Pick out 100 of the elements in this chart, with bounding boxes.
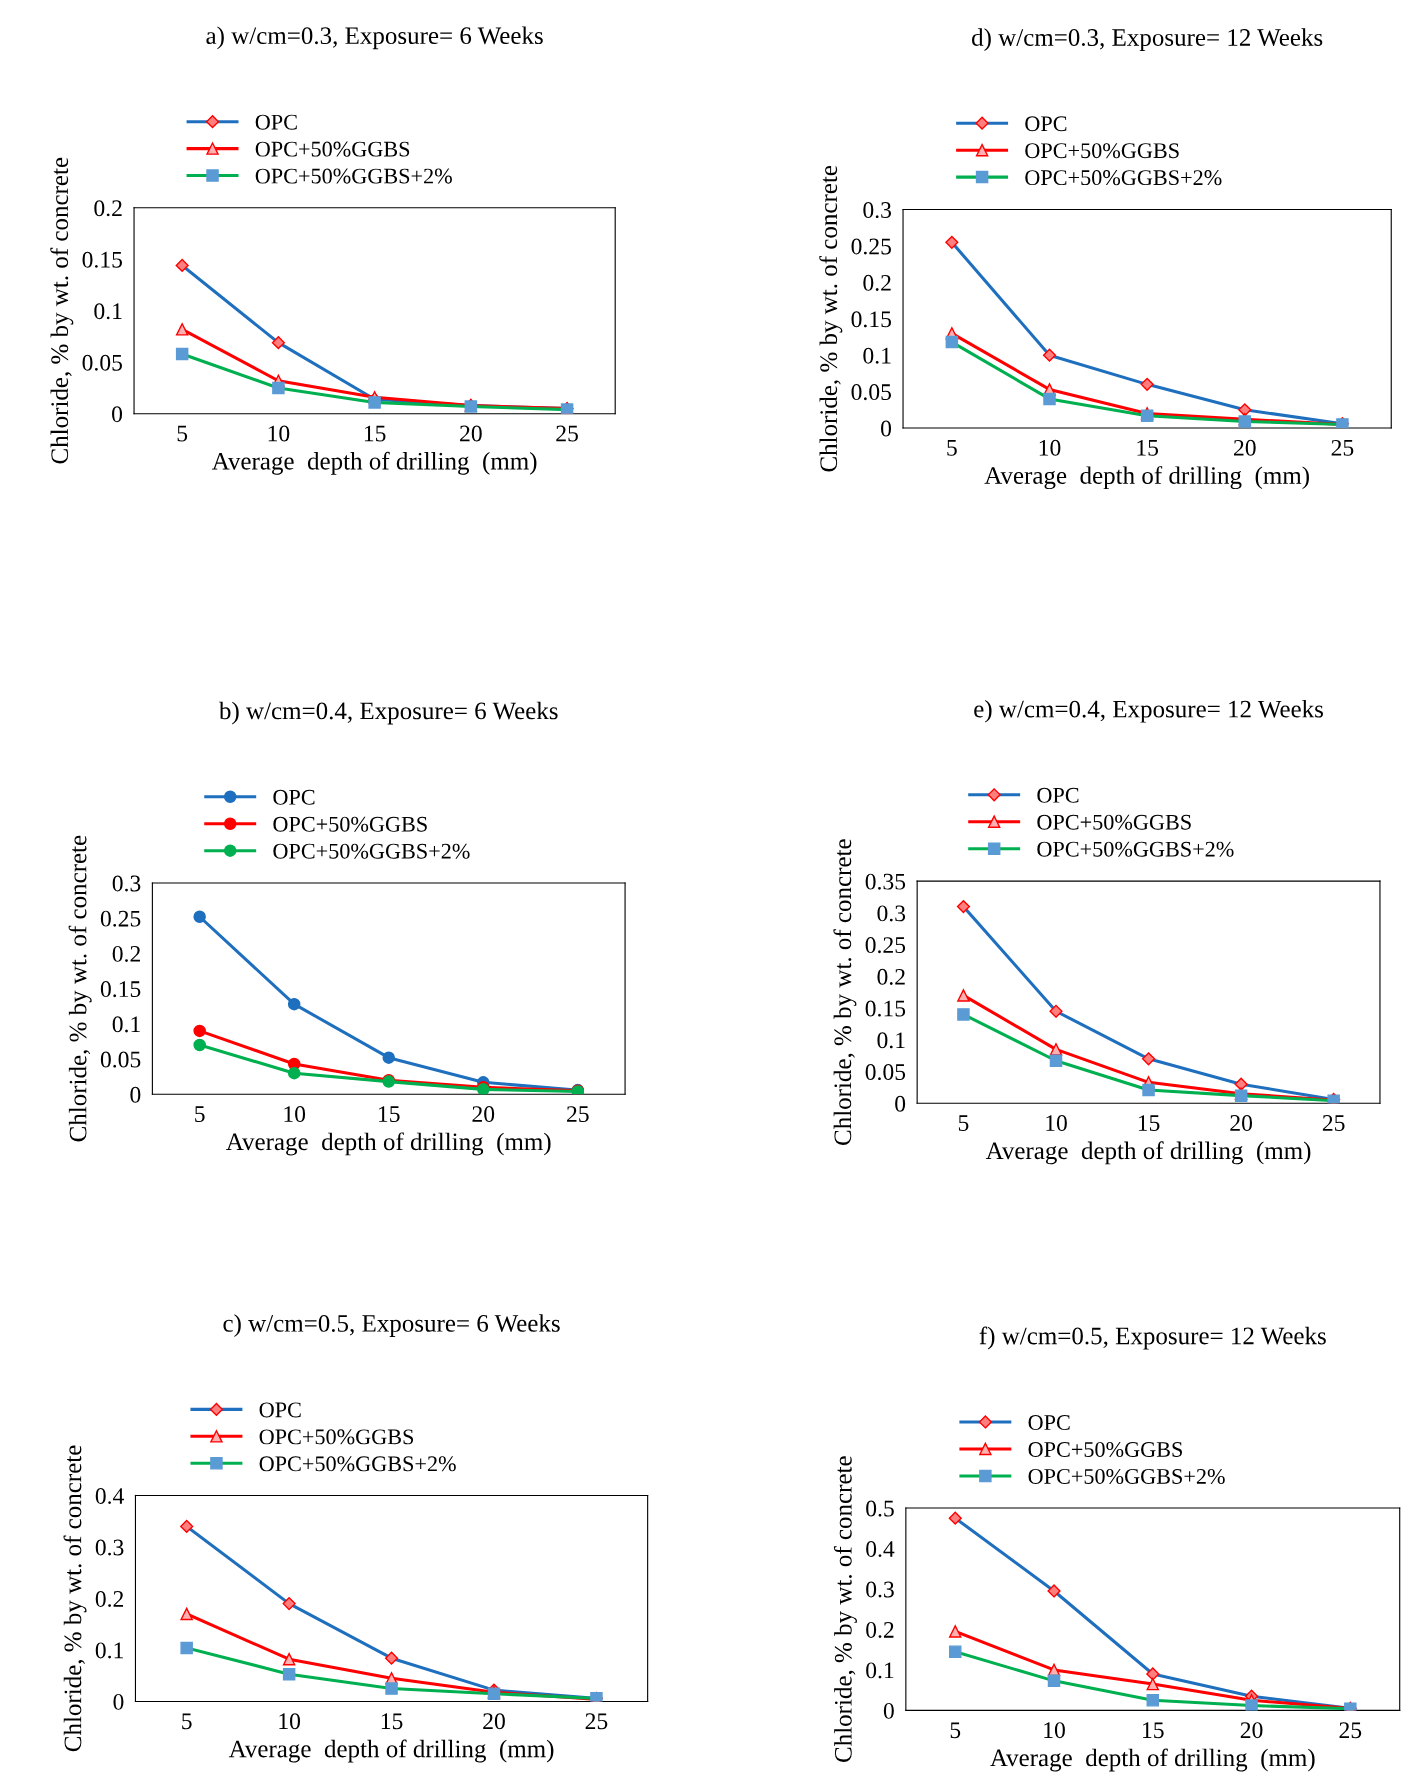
x-tick-label: 5 — [195, 1106, 205, 1123]
y-tick-label: 0.3 — [866, 1581, 894, 1598]
x-tick-label: 10 — [279, 1713, 301, 1730]
x-axis-title: Average depth of drilling (mm) — [211, 451, 537, 475]
x-tick-label: 20 — [483, 1713, 505, 1730]
y-tick-label: 0.2 — [94, 200, 122, 217]
x-tick-label: 10 — [268, 425, 290, 442]
x-axis-title: Average depth of drilling (mm) — [226, 1132, 551, 1156]
legend-label: OPC+50%GGBS+2% — [273, 843, 470, 859]
y-tick-label: 0.1 — [112, 1016, 140, 1033]
x-tick-label: 20 — [472, 1106, 495, 1123]
chart-title: c) w/cm=0.5, Exposure= 6 Weeks — [223, 1314, 560, 1337]
chart-title: a) w/cm=0.3, Exposure= 6 Weeks — [206, 26, 543, 50]
y-tick-label: 0.15 — [100, 981, 141, 998]
x-tick-label: 20 — [1234, 439, 1256, 456]
y-tick-label: 0.2 — [863, 274, 891, 291]
y-tick-label: 0.25 — [865, 937, 906, 954]
y-tick-label: 0 — [881, 420, 892, 437]
y-tick-label: 0.05 — [100, 1051, 141, 1068]
x-axis-title: Average depth of drilling (mm) — [985, 1141, 1311, 1165]
legend-label: OPC+50%GGBS+2% — [255, 168, 452, 184]
x-tick-label: 20 — [460, 425, 482, 442]
y-tick-label: 0.5 — [866, 1500, 894, 1517]
y-tick-label: 0.1 — [95, 1642, 123, 1659]
y-axis-title: Chloride, % by wt. of concrete — [63, 1445, 87, 1752]
y-tick-label: 0.25 — [100, 910, 141, 927]
x-tick-label: 5 — [958, 1115, 969, 1131]
legend-label: OPC+50%GGBS — [1028, 1441, 1182, 1458]
y-tick-label: 0.05 — [851, 384, 892, 401]
chart-title: f) w/cm=0.5, Exposure= 12 Weeks — [979, 1326, 1326, 1350]
y-tick-label: 0.25 — [851, 238, 892, 255]
y-tick-label: 0.4 — [866, 1540, 895, 1558]
legend-label: OPC+50%GGBS — [255, 141, 410, 157]
x-tick-label: 10 — [1039, 439, 1061, 456]
y-tick-label: 0.1 — [94, 303, 122, 320]
legend-label: OPC+50%GGBS+2% — [259, 1456, 456, 1472]
legend-label: OPC — [1028, 1415, 1070, 1430]
y-tick-label: 0.2 — [866, 1621, 894, 1638]
legend-label: OPC+50%GGBS+2% — [1025, 170, 1222, 186]
x-axis-title: Average depth of drilling (mm) — [990, 1748, 1315, 1772]
x-tick-label: 15 — [379, 1106, 400, 1123]
y-tick-label: 0.05 — [82, 354, 123, 371]
legend-label: OPC+50%GGBS — [1025, 143, 1179, 159]
y-tick-label: 0.3 — [863, 202, 892, 219]
y-tick-label: 0.15 — [82, 251, 123, 268]
x-tick-label: 25 — [585, 1713, 608, 1730]
legend-label: OPC — [255, 114, 297, 130]
y-tick-label: 0 — [112, 406, 123, 423]
y-tick-label: 0.3 — [112, 875, 141, 892]
y-axis-title: Chloride, % by wt. of concrete — [50, 157, 74, 464]
y-tick-label: 0.1 — [866, 1662, 894, 1679]
y-tick-label: 0.15 — [851, 311, 892, 328]
x-tick-label: 15 — [1137, 439, 1159, 456]
y-tick-label: 0.3 — [877, 905, 906, 922]
y-tick-label: 0.2 — [112, 945, 140, 962]
y-tick-label: 0 — [130, 1086, 141, 1103]
x-tick-label: 20 — [1230, 1115, 1253, 1131]
x-axis-title: Average depth of drilling (mm) — [984, 466, 1309, 490]
y-tick-label: 0.15 — [865, 1000, 906, 1017]
x-tick-label: 25 — [1339, 1722, 1362, 1739]
x-tick-label: 10 — [1044, 1722, 1065, 1739]
x-tick-label: 25 — [1331, 439, 1354, 456]
y-tick-label: 0 — [895, 1095, 906, 1112]
y-tick-label: 0.2 — [95, 1590, 124, 1607]
legend-label: OPC+50%GGBS+2% — [1037, 841, 1234, 857]
y-axis-title: Chloride, % by wt. of concrete — [819, 165, 843, 472]
y-tick-label: 0.4 — [95, 1487, 124, 1505]
x-tick-label: 25 — [1322, 1115, 1345, 1131]
legend-label: OPC — [1025, 116, 1067, 132]
y-axis-title: Chloride, % by wt. of concrete — [833, 1456, 857, 1762]
legend-label: OPC+50%GGBS+2% — [1028, 1468, 1225, 1484]
y-axis-title: Chloride, % by wt. of concrete — [68, 835, 92, 1142]
x-tick-label: 5 — [950, 1722, 961, 1739]
x-tick-label: 15 — [381, 1713, 403, 1730]
y-tick-label: 0.1 — [863, 347, 891, 364]
chart-title: d) w/cm=0.3, Exposure= 12 Weeks — [972, 28, 1323, 51]
x-tick-label: 15 — [364, 425, 386, 442]
x-tick-label: 25 — [567, 1106, 589, 1123]
x-axis-title: Average depth of drilling (mm) — [228, 1739, 554, 1763]
x-tick-label: 5 — [177, 425, 188, 442]
y-tick-label: 0 — [113, 1693, 124, 1710]
y-tick-label: 0.1 — [877, 1032, 905, 1049]
legend-label: OPC — [1037, 787, 1079, 803]
chart-title: b) w/cm=0.4, Exposure= 6 Weeks — [218, 701, 558, 725]
y-tick-label: 0.2 — [877, 968, 905, 985]
legend-label: OPC+50%GGBS — [273, 816, 427, 832]
legend-label: OPC+50%GGBS — [1037, 814, 1191, 830]
x-tick-label: 20 — [1240, 1722, 1263, 1739]
x-tick-label: 5 — [182, 1713, 192, 1730]
y-tick-label: 0.35 — [865, 873, 906, 890]
y-tick-label: 0.05 — [865, 1064, 906, 1081]
legend-label: OPC — [273, 789, 315, 805]
y-tick-label: 0.3 — [95, 1539, 124, 1556]
y-tick-label: 0 — [883, 1702, 894, 1719]
chart-title: e) w/cm=0.4, Exposure= 12 Weeks — [974, 699, 1323, 723]
y-axis-title: Chloride, % by wt. of concrete — [833, 839, 857, 1145]
x-tick-label: 15 — [1138, 1115, 1160, 1131]
x-tick-label: 25 — [556, 425, 578, 442]
x-tick-label: 5 — [947, 440, 957, 456]
x-tick-label: 15 — [1143, 1722, 1164, 1739]
